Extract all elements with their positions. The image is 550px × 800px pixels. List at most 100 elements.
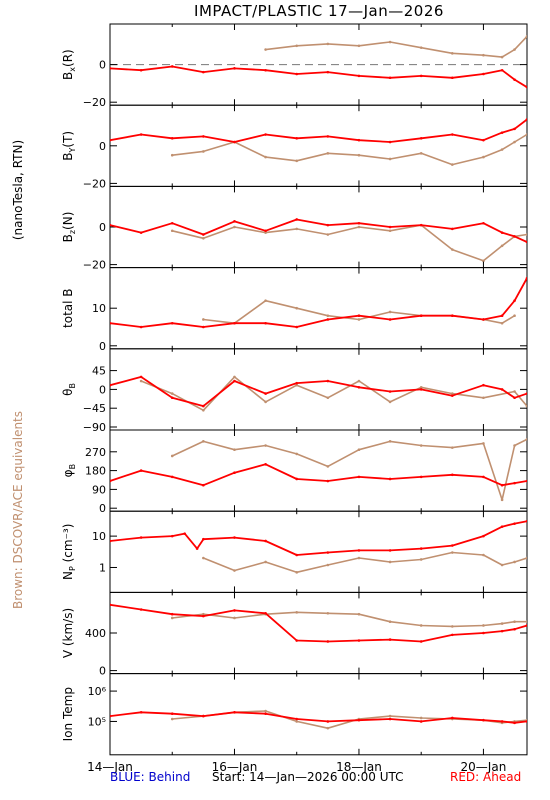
- series-ahead-point: [326, 70, 330, 74]
- series-equivalent-point: [202, 556, 205, 560]
- series-equivalent-point: [525, 35, 527, 38]
- x-tick-label: 20—Jan: [461, 760, 507, 774]
- series-equivalent-point: [357, 379, 361, 383]
- y-tick-label: 270: [85, 446, 106, 459]
- series-equivalent-point: [326, 611, 330, 615]
- y-axis-label: total B: [61, 288, 75, 328]
- series-ahead-point: [233, 711, 236, 714]
- series-ahead-point: [500, 314, 504, 318]
- series-equivalent-point: [482, 396, 485, 400]
- series-equivalent-line: [203, 299, 516, 325]
- series-ahead-point: [264, 321, 267, 325]
- series-ahead-point: [451, 314, 454, 318]
- x-axis-ticks: 14—Jan 16—Jan 18—Jan 20—Jan: [87, 760, 506, 774]
- series-ahead-point: [388, 318, 392, 321]
- footer-start-label: Start: 14—Jan—2026 00:00 UTC: [212, 770, 404, 784]
- series-ahead-point: [202, 614, 205, 618]
- y-tick-label: 180: [85, 465, 106, 478]
- series-equivalent-point: [264, 560, 267, 564]
- series-ahead-point: [139, 68, 143, 72]
- series-ahead-point: [525, 85, 527, 89]
- series-ahead-point: [419, 547, 423, 550]
- series-ahead-point: [295, 218, 299, 221]
- series-ahead-point: [183, 532, 186, 535]
- y-tick-label: 10⁶: [88, 685, 107, 698]
- series-equivalent-point: [326, 396, 330, 400]
- series-ahead-point: [110, 67, 112, 70]
- panel-frame: [109, 429, 528, 512]
- y-tick-label: 90: [92, 483, 106, 496]
- y-tick-label: 0: [99, 340, 106, 353]
- x-tick-label: 16—Jan: [212, 760, 258, 774]
- series-ahead-point: [525, 392, 527, 395]
- panel-7: 10 1 NP (cm⁻³): [61, 510, 528, 593]
- series-ahead-point: [139, 536, 143, 539]
- series-ahead-point: [357, 74, 361, 78]
- series-ahead-point: [482, 718, 485, 722]
- series-equivalent-point: [326, 465, 330, 468]
- panel-5: 45 0 −45 −90 θB: [61, 348, 528, 434]
- series-ahead-point: [525, 276, 527, 280]
- series-equivalent-point: [500, 55, 504, 59]
- series-ahead-point: [500, 483, 504, 487]
- series-ahead-point: [170, 396, 174, 400]
- series-equivalent-point: [500, 244, 504, 248]
- y-tick-label: −20: [83, 96, 106, 109]
- series-equivalent-point: [295, 611, 299, 614]
- y-tick-label: 0: [99, 59, 106, 72]
- series-ahead-point: [357, 314, 361, 318]
- series-ahead-point: [195, 547, 199, 550]
- series-equivalent-point: [388, 229, 392, 233]
- series-equivalent-point: [233, 569, 236, 572]
- series-ahead-line: [110, 711, 527, 724]
- chart-title: IMPACT/PLASTIC 17—Jan—2026: [194, 2, 444, 20]
- panel-8: 400 0 V (km/s): [61, 591, 528, 678]
- x-tick-label: 14—Jan: [87, 760, 133, 774]
- panel-1: 0 −20 Bx(R): [61, 23, 528, 109]
- panel-frame: [109, 591, 528, 675]
- series-ahead-point: [202, 483, 205, 487]
- series-ahead-point: [451, 544, 454, 547]
- panel-2: 0 −20 BY(T): [61, 104, 528, 190]
- series-equivalent-point: [139, 379, 143, 383]
- y-axis-label: BY(T): [61, 131, 77, 161]
- series-ahead-point: [233, 379, 236, 383]
- series-equivalent-point: [233, 375, 236, 379]
- series-equivalent-point: [233, 225, 236, 229]
- series-ahead-point: [264, 133, 267, 136]
- series-ahead-point: [513, 481, 516, 485]
- series-ahead-point: [513, 627, 516, 631]
- series-ahead-line: [110, 520, 527, 556]
- series-equivalent-point: [482, 442, 485, 445]
- series-ahead-point: [525, 624, 527, 627]
- series-equivalent-point: [170, 454, 174, 458]
- series-ahead-point: [233, 536, 236, 539]
- series-ahead-point: [451, 76, 454, 80]
- series-equivalent-point: [419, 386, 423, 389]
- series-equivalent-point: [264, 48, 267, 51]
- series-equivalent-point: [482, 259, 485, 263]
- series-equivalent-point: [482, 553, 485, 557]
- series-ahead-point: [110, 138, 112, 142]
- series-equivalent-point: [388, 400, 392, 404]
- y-tick-label: 1: [99, 561, 106, 574]
- y-tick-label: 0: [99, 383, 106, 396]
- footer-behind-label: BLUE: Behind: [110, 770, 191, 784]
- series-ahead-line: [110, 463, 527, 487]
- series-equivalent-point: [357, 153, 361, 157]
- series-ahead-point: [525, 118, 527, 121]
- series-equivalent-point: [295, 452, 299, 456]
- series-ahead-point: [326, 479, 330, 483]
- series-ahead-point: [419, 314, 423, 318]
- series-equivalent-point: [500, 622, 504, 625]
- series-ahead-point: [419, 388, 423, 391]
- series-ahead-point: [170, 534, 174, 538]
- series-equivalent-point: [357, 612, 361, 616]
- series-equivalent-point: [326, 563, 330, 567]
- series-equivalent-line: [172, 224, 527, 262]
- series-equivalent-point: [513, 314, 516, 318]
- series-ahead-point: [264, 611, 267, 615]
- panel-3: 0 −20 Bz(N): [61, 185, 528, 272]
